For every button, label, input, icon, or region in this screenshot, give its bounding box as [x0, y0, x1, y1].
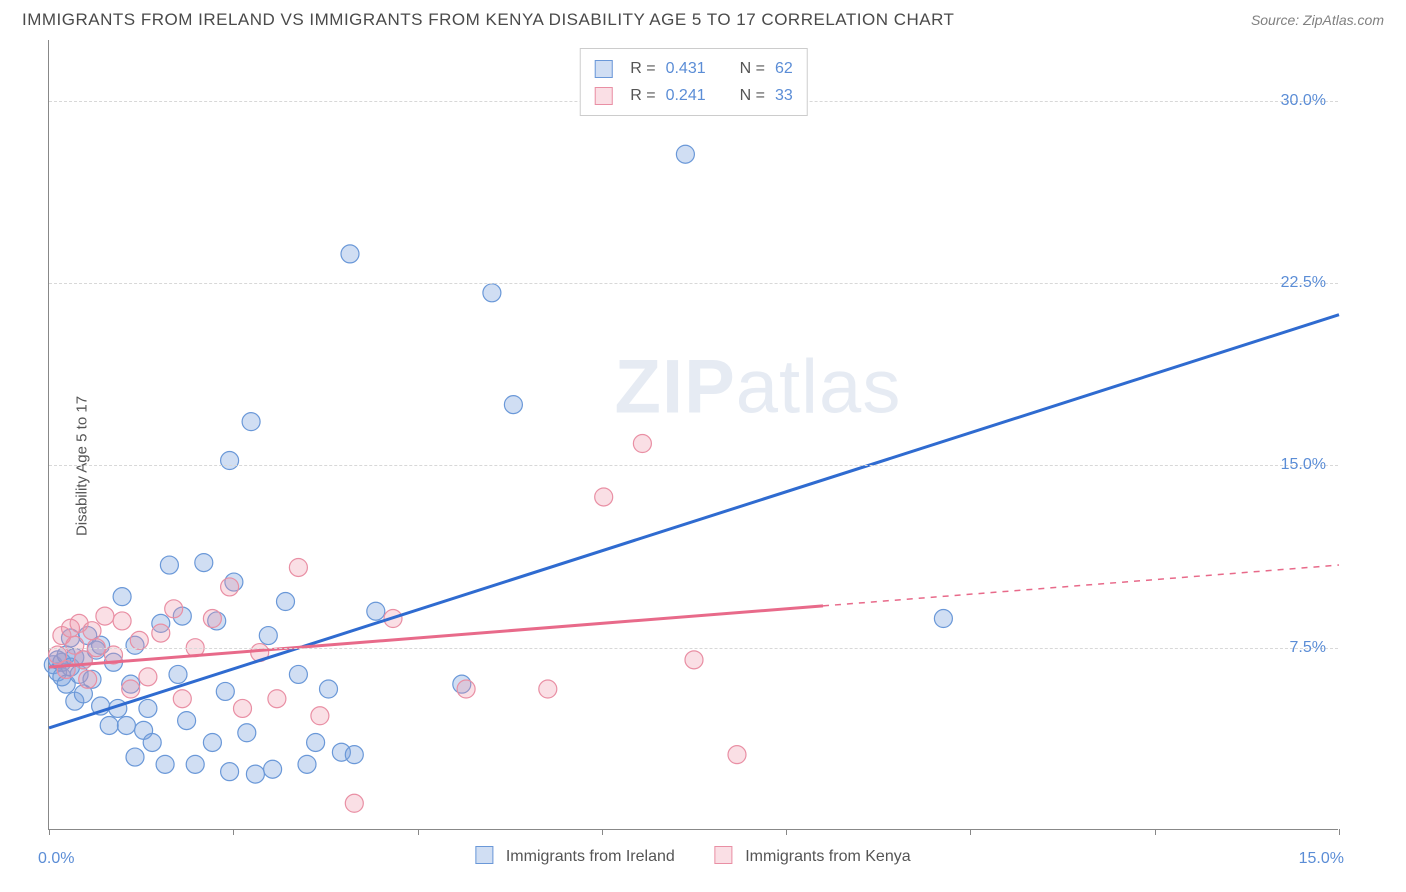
data-point-kenya [728, 746, 746, 764]
data-point-ireland [216, 682, 234, 700]
chart-title: IMMIGRANTS FROM IRELAND VS IMMIGRANTS FR… [22, 10, 954, 30]
data-point-kenya [633, 435, 651, 453]
correlation-legend: R = 0.431 N = 62 R = 0.241 N = 33 [579, 48, 808, 116]
data-point-kenya [685, 651, 703, 669]
data-point-ireland [307, 733, 325, 751]
data-point-ireland [117, 716, 135, 734]
data-point-ireland [203, 733, 221, 751]
chart-container: Disability Age 5 to 17 ZIPatlas R = 0.43… [0, 40, 1406, 892]
data-point-kenya [457, 680, 475, 698]
data-point-ireland [126, 748, 144, 766]
legend-row-kenya: R = 0.241 N = 33 [594, 82, 793, 109]
source-label: Source: ZipAtlas.com [1251, 12, 1384, 28]
data-point-kenya [113, 612, 131, 630]
data-point-ireland [259, 627, 277, 645]
n-value-kenya: 33 [775, 82, 793, 109]
data-point-kenya [173, 690, 191, 708]
data-point-ireland [367, 602, 385, 620]
data-point-ireland [139, 699, 157, 717]
n-label: N = [740, 82, 765, 109]
data-point-ireland [298, 755, 316, 773]
y-tick-label: 15.0% [1281, 456, 1326, 474]
data-point-kenya [595, 488, 613, 506]
data-point-ireland [341, 245, 359, 263]
data-point-ireland [277, 593, 295, 611]
data-point-ireland [934, 610, 952, 628]
data-point-kenya [345, 794, 363, 812]
data-point-ireland [676, 145, 694, 163]
data-point-ireland [221, 452, 239, 470]
data-point-kenya [268, 690, 286, 708]
plot-svg [49, 40, 1338, 829]
data-point-kenya [83, 622, 101, 640]
data-point-kenya [221, 578, 239, 596]
legend-label-ireland: Immigrants from Ireland [506, 848, 675, 865]
data-point-ireland [156, 755, 174, 773]
r-label: R = [630, 82, 655, 109]
data-point-ireland [504, 396, 522, 414]
data-point-ireland [221, 763, 239, 781]
data-point-kenya [539, 680, 557, 698]
series-legend: Immigrants from Ireland Immigrants from … [475, 846, 910, 866]
legend-row-ireland: R = 0.431 N = 62 [594, 55, 793, 82]
data-point-ireland [195, 554, 213, 572]
swatch-ireland-icon [475, 846, 493, 864]
data-point-ireland [160, 556, 178, 574]
legend-item-kenya: Immigrants from Kenya [715, 846, 911, 866]
data-point-ireland [238, 724, 256, 742]
y-tick-label: 22.5% [1281, 274, 1326, 292]
data-point-ireland [483, 284, 501, 302]
data-point-ireland [143, 733, 161, 751]
data-point-ireland [289, 665, 307, 683]
r-value-kenya: 0.241 [666, 82, 706, 109]
swatch-ireland [594, 60, 612, 78]
data-point-ireland [169, 665, 187, 683]
data-point-kenya [203, 610, 221, 628]
r-value-ireland: 0.431 [666, 55, 706, 82]
r-label: R = [630, 55, 655, 82]
data-point-ireland [178, 712, 196, 730]
y-tick-label: 7.5% [1290, 639, 1326, 657]
chart-header: IMMIGRANTS FROM IRELAND VS IMMIGRANTS FR… [0, 0, 1406, 36]
data-point-kenya [57, 661, 75, 679]
legend-item-ireland: Immigrants from Ireland [475, 846, 674, 866]
legend-label-kenya: Immigrants from Kenya [745, 848, 910, 865]
y-tick-label: 30.0% [1281, 92, 1326, 110]
data-point-ireland [242, 413, 260, 431]
swatch-kenya [594, 87, 612, 105]
x-axis-labels: 0.0% Immigrants from Ireland Immigrants … [48, 840, 1338, 880]
data-point-ireland [186, 755, 204, 773]
data-point-ireland [113, 588, 131, 606]
data-point-kenya [79, 670, 97, 688]
data-point-ireland [100, 716, 118, 734]
plot-area: ZIPatlas R = 0.431 N = 62 R = 0.241 N = … [48, 40, 1338, 830]
data-point-kenya [122, 680, 140, 698]
data-point-kenya [234, 699, 252, 717]
x-axis-end: 15.0% [1299, 850, 1344, 868]
n-value-ireland: 62 [775, 55, 793, 82]
data-point-kenya [96, 607, 114, 625]
data-point-ireland [320, 680, 338, 698]
x-axis-start: 0.0% [38, 850, 74, 868]
data-point-ireland [246, 765, 264, 783]
data-point-kenya [152, 624, 170, 642]
swatch-kenya-icon [715, 846, 733, 864]
trend-line-dashed-kenya [823, 565, 1339, 606]
data-point-ireland [264, 760, 282, 778]
data-point-kenya [130, 631, 148, 649]
data-point-ireland [345, 746, 363, 764]
data-point-kenya [139, 668, 157, 686]
data-point-kenya [289, 558, 307, 576]
n-label: N = [740, 55, 765, 82]
data-point-kenya [311, 707, 329, 725]
data-point-kenya [165, 600, 183, 618]
